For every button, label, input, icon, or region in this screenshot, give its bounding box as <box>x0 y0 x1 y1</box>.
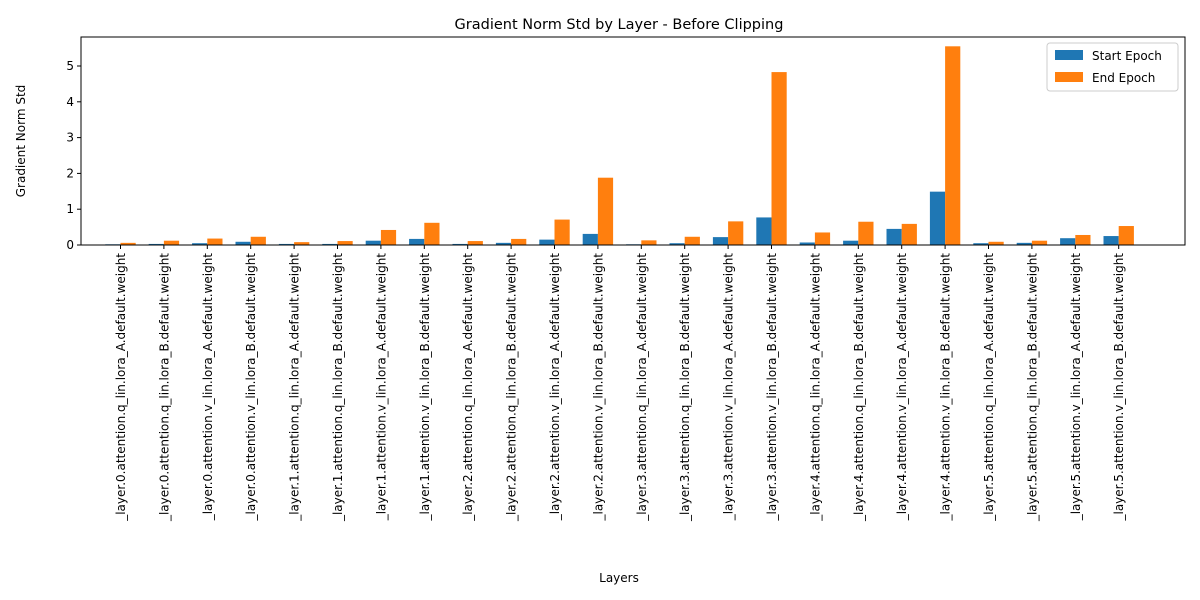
y-tick-label-4: 4 <box>66 95 74 109</box>
start-epoch-bar-18 <box>886 228 902 245</box>
start-epoch-bar-17 <box>843 240 859 245</box>
start-epoch-bar-22 <box>1060 238 1076 245</box>
end-epoch-bar-20 <box>988 241 1004 245</box>
start-epoch-bar-8 <box>452 243 468 245</box>
end-epoch-bar-12 <box>641 240 657 245</box>
end-epoch-bar-5 <box>337 241 353 245</box>
end-epoch-bar-4 <box>294 242 310 245</box>
x-tick-label-22: _layer.5.attention.v_lin.lora_A.default.… <box>1069 253 1083 522</box>
start-epoch-bar-7 <box>409 238 425 245</box>
legend-label-0: Start Epoch <box>1092 49 1162 63</box>
end-epoch-bar-11 <box>597 177 614 245</box>
x-tick-label-6: _layer.1.attention.v_lin.lora_A.default.… <box>374 253 388 522</box>
x-tick-label-15: _layer.3.attention.v_lin.lora_B.default.… <box>765 253 779 522</box>
end-epoch-bar-7 <box>424 222 440 245</box>
start-epoch-bar-4 <box>278 243 295 245</box>
x-tick-label-20: _layer.5.attention.q_lin.lora_A.default.… <box>982 253 996 522</box>
x-tick-label-7: _layer.1.attention.v_lin.lora_B.default.… <box>418 253 432 522</box>
y-tick-label-5: 5 <box>66 59 74 73</box>
end-epoch-bar-1 <box>163 240 180 245</box>
x-tick-label-3: _layer.0.attention.v_lin.lora_B.default.… <box>244 253 258 522</box>
start-epoch-bar-11 <box>582 233 598 245</box>
x-tick-label-18: _layer.4.attention.v_lin.lora_A.default.… <box>895 253 909 522</box>
start-epoch-bar-15 <box>756 217 772 245</box>
end-epoch-bar-2 <box>207 238 223 245</box>
x-tick-label-1: _layer.0.attention.q_lin.lora_B.default.… <box>157 253 171 522</box>
x-tick-label-4: _layer.1.attention.q_lin.lora_A.default.… <box>288 253 302 522</box>
end-epoch-bar-6 <box>380 229 397 245</box>
plot-frame <box>80 36 1186 246</box>
x-tick-label-13: _layer.3.attention.q_lin.lora_B.default.… <box>678 253 692 522</box>
x-tick-label-9: _layer.2.attention.q_lin.lora_B.default.… <box>505 253 519 522</box>
legend: Start Epoch End Epoch <box>1046 42 1179 92</box>
start-epoch-bar-19 <box>929 191 946 245</box>
start-epoch-bar-5 <box>322 243 338 245</box>
bars-group <box>105 46 1134 246</box>
start-epoch-bar-3 <box>235 241 251 245</box>
start-epoch-bar-14 <box>712 237 729 245</box>
start-epoch-bar-9 <box>495 242 512 245</box>
y-tick-label-2: 2 <box>66 166 74 180</box>
end-epoch-bar-21 <box>1031 240 1048 245</box>
end-epoch-bar-0 <box>120 242 136 245</box>
start-epoch-bar-23 <box>1103 236 1119 245</box>
x-axis-title: Layers <box>599 571 639 585</box>
y-tick-label-3: 3 <box>66 131 74 145</box>
x-tick-label-12: _layer.3.attention.q_lin.lora_A.default.… <box>635 253 649 522</box>
x-axis: _layer.0.attention.q_lin.lora_A.default.… <box>114 245 1126 522</box>
chart-title: Gradient Norm Std by Layer - Before Clip… <box>455 17 784 33</box>
x-tick-label-10: _layer.2.attention.v_lin.lora_A.default.… <box>548 253 562 522</box>
start-epoch-bar-2 <box>192 243 208 245</box>
end-epoch-bar-22 <box>1075 234 1091 245</box>
legend-swatch-0 <box>1055 50 1083 60</box>
y-tick-label-1: 1 <box>66 202 74 216</box>
end-epoch-bar-16 <box>814 232 831 245</box>
end-epoch-bar-19 <box>945 46 961 246</box>
y-axis-title: Gradient Norm Std <box>14 85 28 198</box>
start-epoch-bar-6 <box>365 240 381 245</box>
end-epoch-bar-18 <box>901 223 917 245</box>
end-epoch-bar-10 <box>554 219 570 245</box>
x-tick-label-2: _layer.0.attention.v_lin.lora_A.default.… <box>201 253 215 522</box>
x-tick-label-19: _layer.4.attention.v_lin.lora_B.default.… <box>939 253 953 522</box>
end-epoch-bar-8 <box>467 241 483 245</box>
end-epoch-bar-15 <box>771 72 787 245</box>
start-epoch-bar-21 <box>1016 242 1032 245</box>
start-epoch-bar-1 <box>148 243 164 245</box>
y-axis: 0 1 2 3 4 5 <box>66 59 81 252</box>
legend-label-1: End Epoch <box>1092 71 1155 85</box>
start-epoch-bar-10 <box>539 239 555 245</box>
x-tick-label-14: _layer.3.attention.v_lin.lora_A.default.… <box>722 253 736 522</box>
y-tick-label-0: 0 <box>66 238 74 252</box>
x-tick-label-21: _layer.5.attention.q_lin.lora_B.default.… <box>1025 253 1039 522</box>
x-tick-label-11: _layer.2.attention.v_lin.lora_B.default.… <box>591 253 605 522</box>
x-tick-label-17: _layer.4.attention.q_lin.lora_B.default.… <box>852 253 866 522</box>
start-epoch-bar-16 <box>799 242 815 245</box>
end-epoch-bar-17 <box>858 221 874 245</box>
end-epoch-bar-14 <box>728 221 744 245</box>
x-tick-label-5: _layer.1.attention.q_lin.lora_B.default.… <box>331 253 345 522</box>
end-epoch-bar-9 <box>511 238 527 245</box>
end-epoch-bar-13 <box>684 236 700 245</box>
x-tick-label-23: _layer.5.attention.v_lin.lora_B.default.… <box>1112 253 1126 522</box>
x-tick-label-0: _layer.0.attention.q_lin.lora_A.default.… <box>114 253 128 522</box>
x-tick-label-16: _layer.4.attention.q_lin.lora_A.default.… <box>808 253 822 522</box>
end-epoch-bar-3 <box>250 236 266 245</box>
x-tick-label-8: _layer.2.attention.q_lin.lora_A.default.… <box>461 253 475 522</box>
start-epoch-bar-13 <box>669 243 685 245</box>
legend-swatch-1 <box>1055 72 1083 82</box>
end-epoch-bar-23 <box>1118 226 1134 245</box>
start-epoch-bar-20 <box>973 243 989 245</box>
